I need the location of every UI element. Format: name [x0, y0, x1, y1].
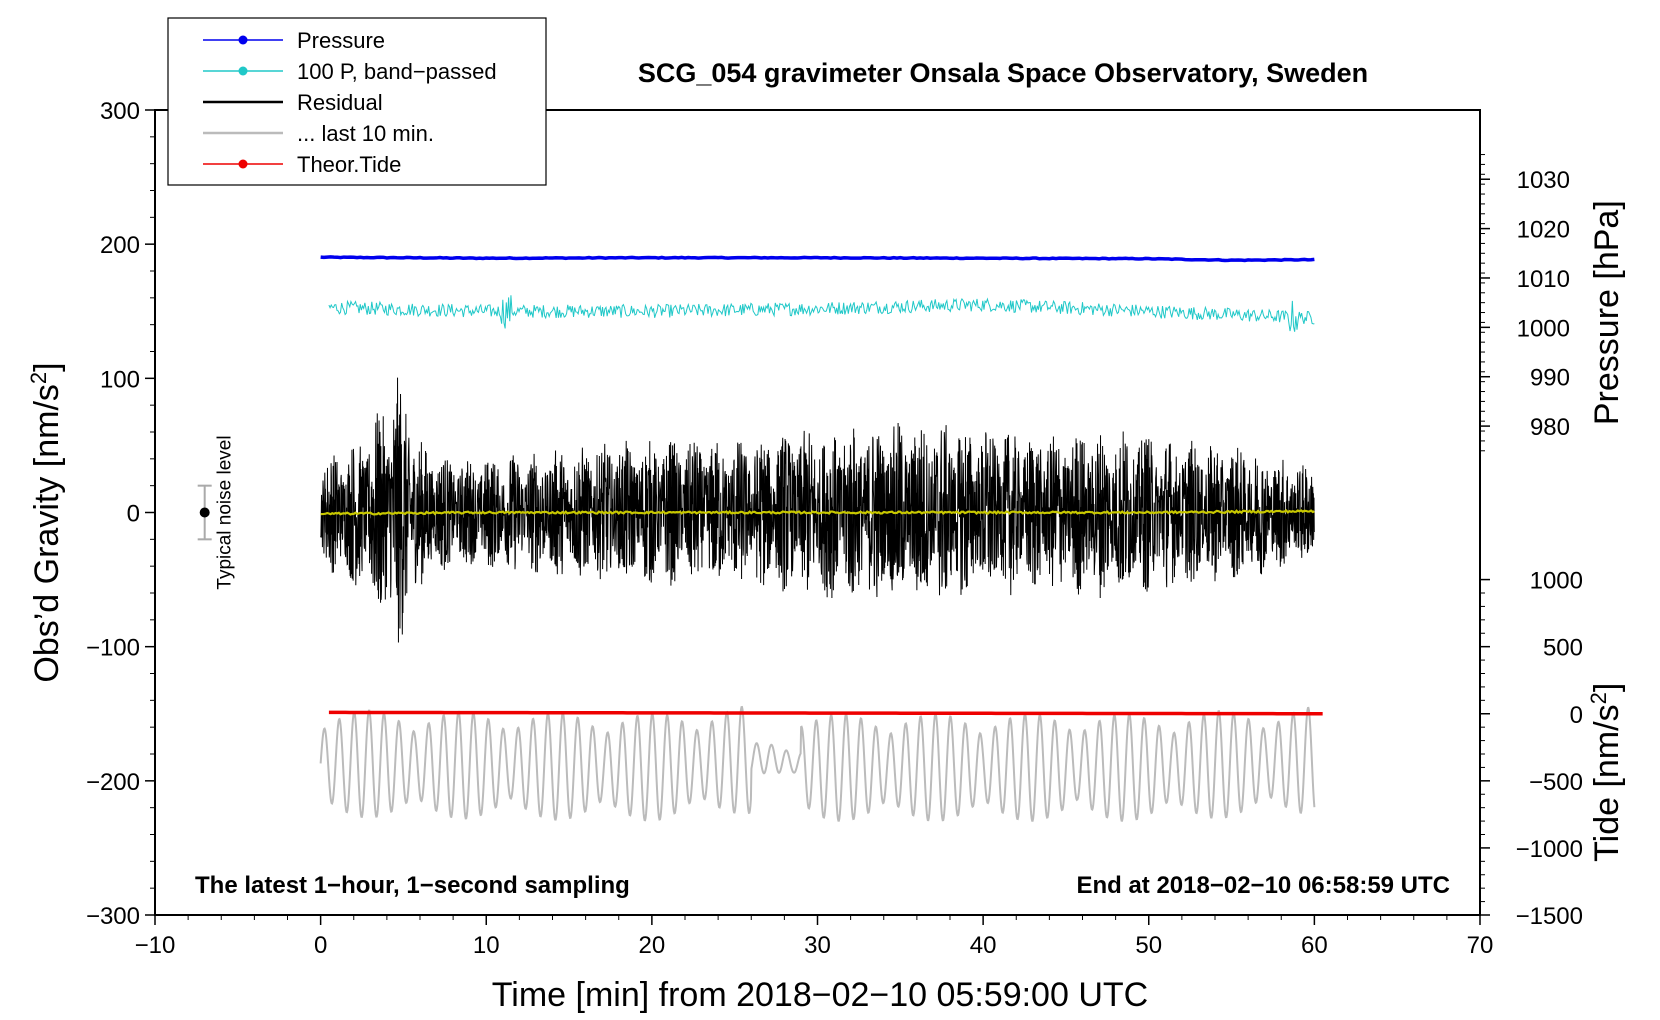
x-tick-label: 70 [1467, 932, 1494, 959]
legend-label: Residual [297, 90, 383, 115]
x-tick-label: 20 [639, 932, 666, 959]
y-tick-label: −100 [86, 635, 140, 662]
x-tick-label: 10 [473, 932, 500, 959]
tide-axis-title-end: ] [1588, 683, 1626, 692]
pressure-tick-label: 1010 [1517, 266, 1570, 293]
series-layer [319, 255, 1323, 822]
pressure-tick-label: 1000 [1517, 315, 1570, 342]
tide-tick-label: −500 [1529, 769, 1583, 796]
y-tick-label: −200 [86, 769, 140, 796]
y-axis-title-end: ] [28, 362, 66, 371]
series-band-passed-pressure [328, 295, 1315, 332]
legend-marker [238, 66, 248, 76]
y-tick-label: 300 [100, 98, 140, 125]
pressure-tick-label: 980 [1530, 414, 1570, 441]
legend-label: 100 P, band−passed [297, 59, 497, 84]
tide-tick-label: −1500 [1516, 903, 1583, 930]
pressure-tick-label: 1020 [1517, 217, 1570, 244]
tide-tick-label: 0 [1570, 702, 1583, 729]
tide-axis-title-main: Tide [nm/s [1588, 704, 1626, 861]
y-axis-title: Obs’d Gravity [nm/s2] [26, 362, 67, 682]
y-axis-title-superscript: 2 [26, 372, 51, 384]
pressure-tick-label: 1030 [1517, 167, 1570, 194]
y-tick-label: 100 [100, 366, 140, 393]
series-residual [320, 377, 1315, 643]
pressure-tick-label: 990 [1530, 365, 1570, 392]
x-axis-title: Time [min] from 2018−02−10 05:59:00 UTC [492, 976, 1148, 1014]
y-tick-label: −300 [86, 903, 140, 930]
x-tick-label: 60 [1301, 932, 1328, 959]
tide-axis-title: Tide [nm/s2] [1586, 683, 1627, 862]
annotation-end-time: End at 2018−02−10 06:58:59 UTC [1076, 872, 1450, 899]
legend-marker [238, 35, 248, 45]
series-last-10-min [319, 705, 1316, 822]
y-axis-gravity: −300 −200 −100 0 100 200 300 [86, 98, 155, 930]
annotation-sampling: The latest 1−hour, 1−second sampling [195, 872, 630, 899]
pressure-axis-title: Pressure [hPa] [1588, 200, 1626, 425]
legend-label: Pressure [297, 28, 385, 53]
y-axis-title-main: Obs’d Gravity [nm/s [28, 384, 66, 683]
series-pressure [320, 255, 1315, 263]
x-axis: −10 0 10 20 30 40 50 60 70 [135, 915, 1494, 959]
tide-tick-label: 1000 [1530, 568, 1583, 595]
noise-level-dot [199, 507, 210, 518]
legend-label: ... last 10 min. [297, 121, 434, 146]
noise-level-label: Typical noise level [215, 435, 236, 589]
y-axis-tide: −1500 −1000 −500 0 500 1000 [1480, 568, 1583, 930]
series-residual-mean [320, 509, 1315, 516]
series-theoretical-tide [328, 710, 1323, 716]
legend-marker [238, 159, 248, 169]
x-tick-label: 0 [314, 932, 327, 959]
y-tick-label: 0 [127, 501, 140, 528]
y-axis-pressure: 980 990 1000 1010 1020 1030 [1480, 154, 1570, 452]
x-tick-label: 50 [1135, 932, 1162, 959]
tide-tick-label: 500 [1543, 635, 1583, 662]
y-tick-label: 200 [100, 232, 140, 259]
x-tick-label: −10 [135, 932, 176, 959]
legend: Pressure 100 P, band−passed Residual ... la… [167, 17, 547, 186]
noise-level-indicator: Typical noise level [197, 435, 236, 590]
chart-title: SCG_054 gravimeter Onsala Space Observat… [638, 58, 1368, 88]
x-tick-label: 40 [970, 932, 997, 959]
tide-tick-label: −1000 [1516, 836, 1583, 863]
legend-label: Theor.Tide [297, 152, 401, 177]
tide-axis-title-superscript: 2 [1586, 692, 1611, 704]
x-tick-label: 30 [804, 932, 831, 959]
